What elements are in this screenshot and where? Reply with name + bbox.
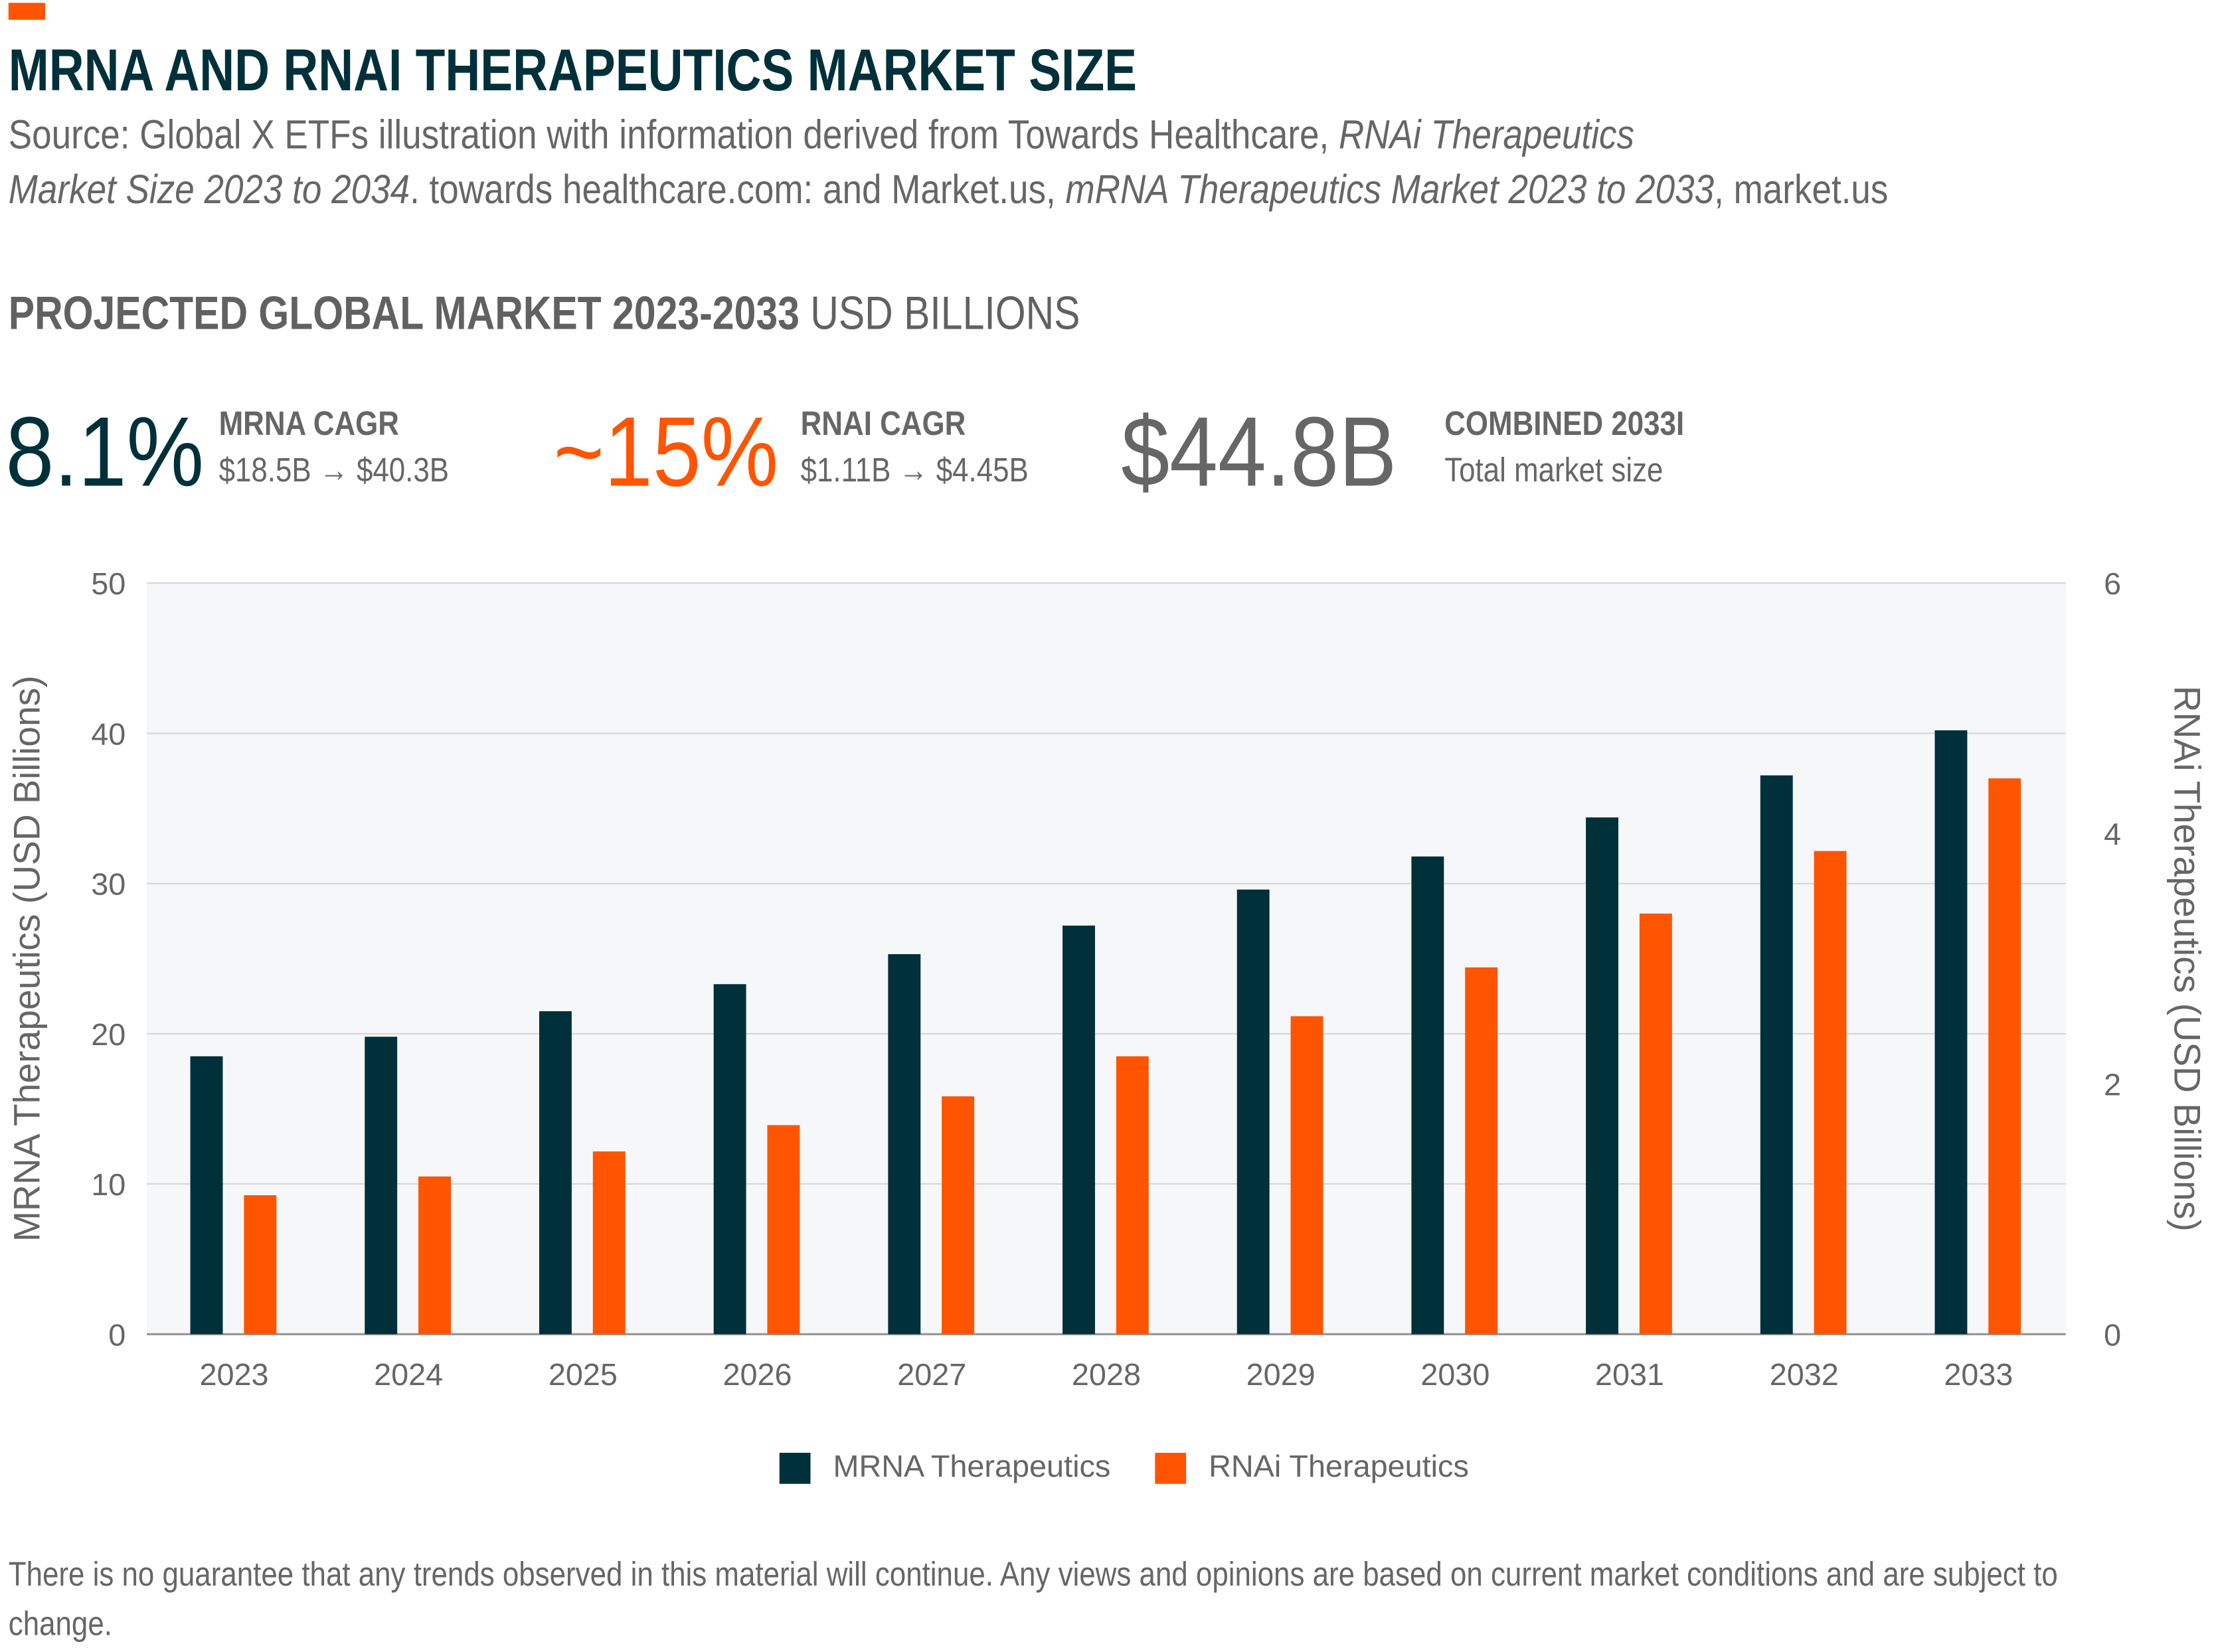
bar-rnai-2027	[942, 1096, 975, 1335]
bar-rnai-2023	[244, 1195, 277, 1335]
source-title: mRNA Therapeutics Market 2023 to 2033	[1065, 168, 1715, 214]
y-tick-right: 4	[2104, 817, 2121, 851]
bar-mrna-2031	[1586, 817, 1619, 1335]
x-tick-label: 2030	[1420, 1357, 1490, 1392]
bar-rnai-2024	[418, 1176, 451, 1335]
bar-rnai-2028	[1116, 1056, 1149, 1335]
source-text: . towards healthcare.com: and Market.us,	[410, 168, 1066, 214]
disclaimer: There is no guarantee that any trends ob…	[8, 1556, 2058, 1644]
bar-mrna-2029	[1236, 889, 1270, 1335]
x-tick-label: 2033	[1944, 1357, 2013, 1392]
legend-swatch-rnai	[1155, 1453, 1187, 1485]
page-title: MRNA AND RNAI THERAPEUTICS MARKET SIZE	[8, 37, 1137, 104]
bar-mrna-2023	[190, 1056, 223, 1335]
bar-rnai-2030	[1465, 967, 1498, 1335]
bar-rnai-2033	[1988, 778, 2021, 1335]
source-text: Source: Global X ETFs illustration with …	[8, 113, 1339, 159]
y-tick-left: 10	[91, 1167, 126, 1202]
bar-mrna-2033	[1934, 730, 1968, 1335]
y-tick-left: 30	[91, 867, 126, 902]
y-tick-right: 0	[2104, 1317, 2121, 1352]
bar-mrna-2030	[1411, 856, 1444, 1335]
source-title: RNAi Therapeutics	[1338, 113, 1635, 159]
y-tick-left: 0	[108, 1317, 126, 1352]
y-tick-left: 20	[91, 1017, 126, 1052]
bar-rnai-2025	[592, 1151, 626, 1335]
x-tick-label: 2026	[723, 1357, 792, 1392]
x-tick-label: 2023	[199, 1357, 268, 1392]
bar-mrna-2025	[539, 1011, 572, 1335]
x-tick-label: 2025	[549, 1357, 618, 1392]
x-tick-label: 2032	[1770, 1357, 1839, 1392]
bar-mrna-2032	[1760, 775, 1793, 1335]
subtitle-bold: PROJECTED GLOBAL MARKET 2023-2033	[8, 286, 800, 339]
y-axis-left-label: MRNA Therapeutics (USD Billions)	[7, 675, 48, 1242]
legend-swatch-mrna	[779, 1453, 811, 1485]
source-line-1: Source: Global X ETFs illustration with …	[9, 113, 1634, 159]
x-tick-label: 2024	[374, 1357, 443, 1392]
y-tick-left: 40	[91, 716, 126, 751]
kpi-rnai-label: RNAI CAGR	[800, 405, 966, 444]
kpi-mrna-label: MRNA CAGR	[218, 405, 400, 444]
y-axis-right-label: RNAi Therapeutics (USD Billions)	[2167, 686, 2208, 1232]
kpi-rnai-value: ~15%	[553, 396, 779, 507]
accent-bar	[8, 3, 46, 20]
y-tick-right: 6	[2104, 566, 2121, 601]
bar-rnai-2031	[1639, 913, 1672, 1335]
y-tick-right: 2	[2104, 1067, 2121, 1102]
kpi-mrna-value: 8.1%	[5, 396, 205, 507]
bar-mrna-2027	[888, 953, 921, 1335]
bar-rnai-2026	[767, 1125, 800, 1335]
kpi-combined-label: COMBINED 2033I	[1444, 405, 1685, 444]
source-text: , market.us	[1714, 168, 1889, 214]
kpi-combined-detail: Total market size	[1444, 452, 1663, 490]
bar-mrna-2028	[1063, 925, 1095, 1335]
chart-subtitle: PROJECTED GLOBAL MARKET 2023-2033 USD BI…	[9, 287, 1080, 341]
kpi-rnai-detail: $1.11B → $4.45B	[800, 452, 1029, 490]
legend-item-mrna: MRNA Therapeutics	[779, 1448, 1111, 1485]
y-tick-left: 50	[91, 566, 126, 601]
legend-item-rnai: RNAi Therapeutics	[1155, 1449, 1469, 1485]
bar-rnai-2029	[1290, 1016, 1323, 1335]
source-title: Market Size 2023 to 2034	[8, 168, 410, 214]
bar-mrna-2024	[365, 1036, 398, 1335]
bar-mrna-2026	[713, 984, 746, 1335]
x-tick-label: 2027	[897, 1357, 966, 1392]
legend-label: RNAi Therapeutics	[1209, 1448, 1469, 1484]
x-tick-label: 2029	[1246, 1357, 1316, 1392]
bar-rnai-2032	[1814, 851, 1847, 1335]
legend-label: MRNA Therapeutics	[833, 1448, 1111, 1484]
x-tick-label: 2031	[1595, 1357, 1664, 1392]
kpi-mrna-detail: $18.5B → $40.3B	[218, 452, 450, 490]
subtitle-units: USD BILLIONS	[799, 286, 1080, 339]
source-line-2: Market Size 2023 to 2034. towards health…	[9, 168, 1889, 214]
x-tick-label: 2028	[1072, 1357, 1141, 1392]
plot-area	[147, 583, 2066, 1335]
kpi-combined-value: $44.8B	[1121, 396, 1397, 507]
